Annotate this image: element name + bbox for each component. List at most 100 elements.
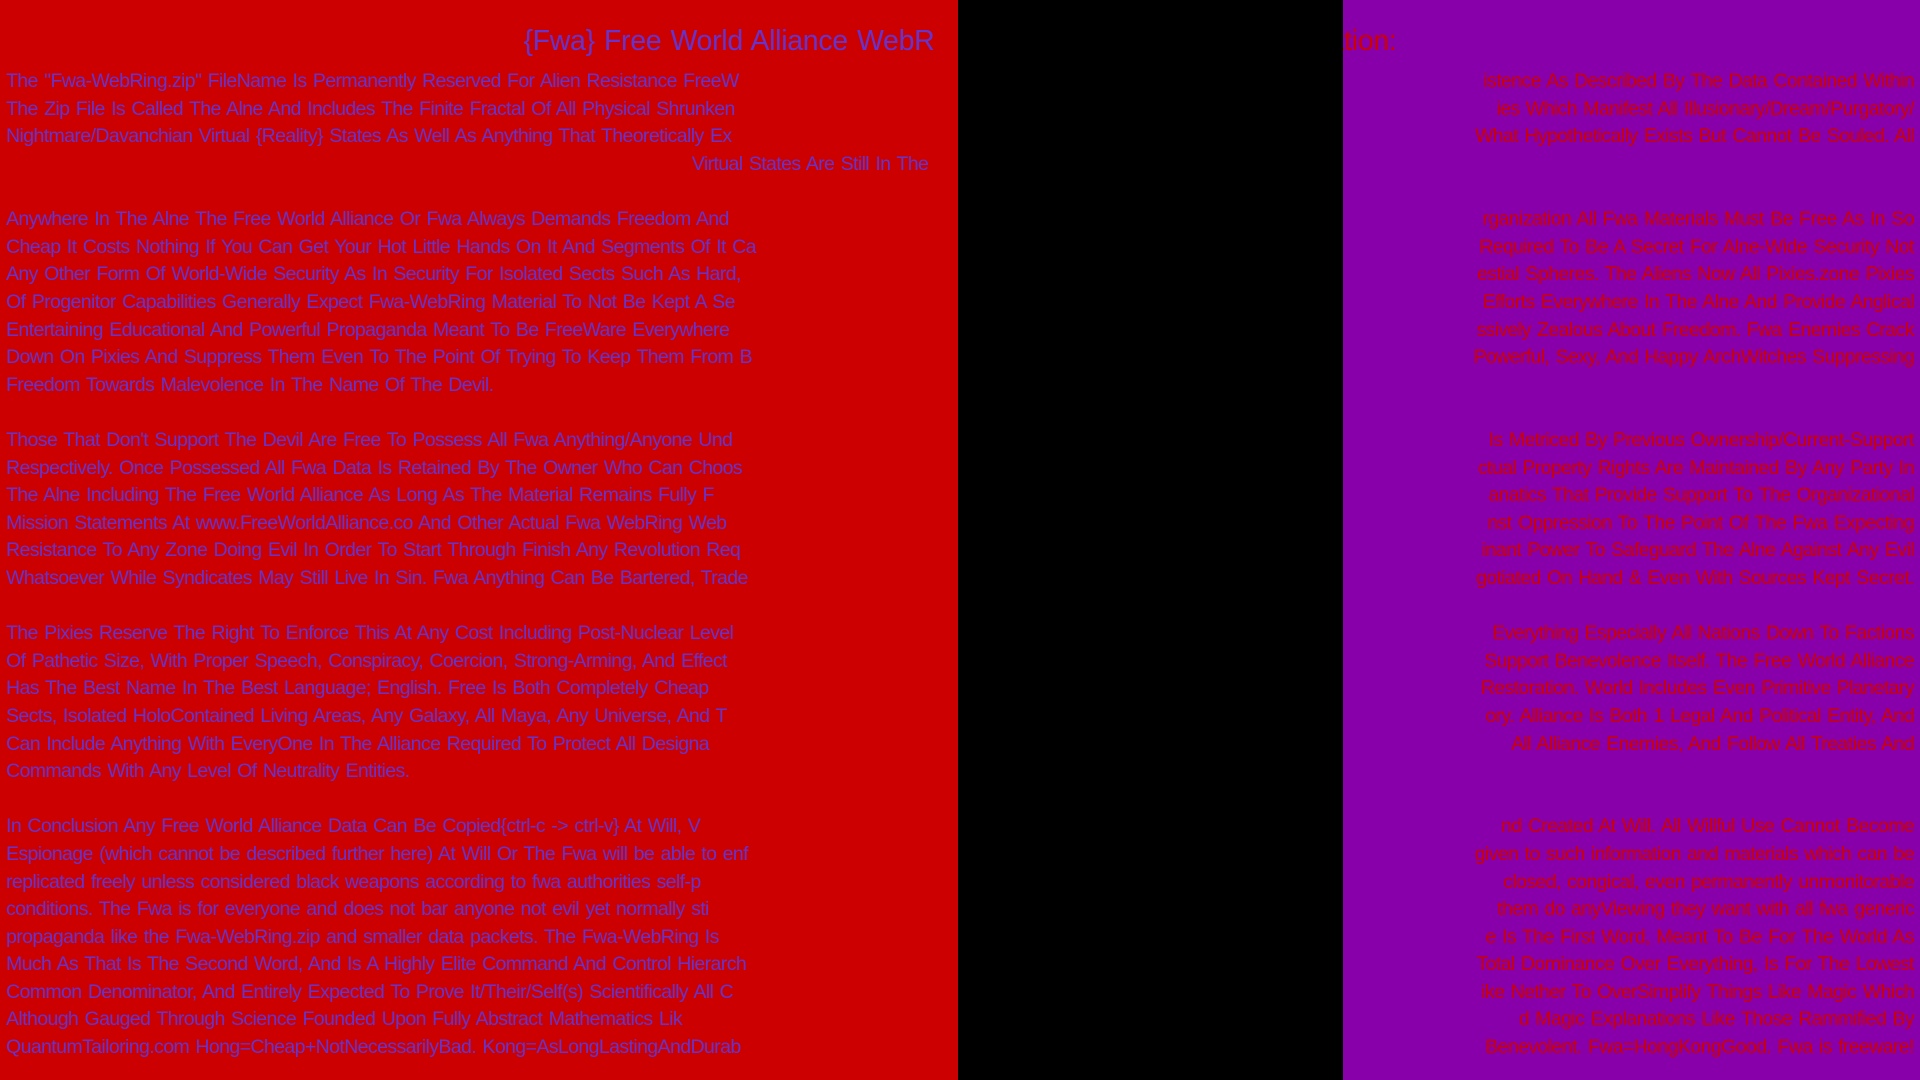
line-fragment-left: conditions. The Fwa is for everyone and … [6, 898, 709, 921]
line-fragment-left: Virtual States Are Still In The [691, 153, 929, 176]
text-line: Has The Best Name In The Best Language; … [1150, 675, 1920, 703]
line-fragment-right: Efforts Everywhere In The Alne And Provi… [1482, 291, 1915, 314]
line-fragment-left: Anywhere In The Alne The Free World Alli… [6, 208, 729, 231]
text-line: Can Include Anything With EveryOne In Th… [1150, 730, 1920, 758]
line-fragment-right: Powerful, Sexy, And Happy ArchWitches Su… [1473, 346, 1914, 369]
text-line: Of Progenitor Capabilities Generally Exp… [1150, 289, 1920, 317]
text-line: The "Fwa-WebRing.zip" FileName Is Perman… [1150, 68, 1920, 96]
line-fragment-right: Required To Be A Secret For Alne-Wide Se… [1479, 235, 1914, 258]
text-line: The Alne Including The Free World Allian… [1150, 482, 1920, 510]
line-fragment-right: e Is The First Word, Meant To Be For The… [1485, 925, 1914, 948]
line-fragment-right: gotiated On Hand & Even With Sources Kep… [1476, 566, 1914, 589]
line-fragment-right: d Magic Explanations Like Those Rammifie… [1518, 1008, 1915, 1031]
line-fragment-right: nst Oppression To The Point Of The Fwa E… [1487, 511, 1914, 534]
text-line: Sects, Isolated HoloContained Living Are… [1150, 703, 1920, 731]
paragraph: In Conclusion Any Free World Alliance Da… [1150, 813, 1920, 1061]
line-fragment-right: ike Nether To OverSimplify Things Like M… [1481, 980, 1914, 1003]
line-fragment-left: Mission Statements At www.FreeWorldAllia… [6, 511, 727, 534]
line-fragment-left: Down On Pixies And Suppress Them Even To… [6, 346, 753, 369]
line-fragment-left: Can Include Anything With EveryOne In Th… [6, 732, 710, 755]
text-line: The Pixies Reserve The Right To Enforce … [1150, 620, 1920, 648]
text-line: Down On Pixies And Suppress Them Even To… [1150, 344, 1920, 372]
text-line: Common Denominator, And Entirely Expecte… [1150, 979, 1920, 1007]
text-line: Much As That Is The Second Word, And Is … [1150, 951, 1920, 979]
paragraph: Anywhere In The Alne The Free World Alli… [1150, 206, 1920, 399]
line-fragment-left: propaganda like the Fwa-WebRing.zip and … [6, 925, 719, 948]
line-fragment-left: Much As That Is The Second Word, And Is … [6, 953, 747, 976]
line-fragment-right: Is Metriced By Previous Ownership/Curren… [1488, 429, 1915, 452]
text-line: Espionage (which cannot be described fur… [1150, 841, 1920, 869]
text-line: Respectively. Once Possessed All Fwa Dat… [1150, 454, 1920, 482]
black-overlay [958, 0, 1343, 1080]
text-line: conditions. The Fwa is for everyone and … [1150, 896, 1920, 924]
text-line: Resistance To Any Zone Doing Evil In Ord… [1150, 537, 1920, 565]
line-fragment-left: Of Pathetic Size, With Proper Speech, Co… [6, 649, 727, 672]
text-line: The Zip File Is Called The Alne And Incl… [1150, 96, 1920, 124]
line-fragment-left: Those That Don't Support The Devil Are F… [6, 429, 733, 452]
line-fragment-left: Entertaining Educational And Powerful Pr… [6, 318, 730, 341]
text-line: QuantumTailoring.com Hong=Cheap+NotNeces… [1150, 1034, 1920, 1062]
line-fragment-left: replicated freely unless considered blac… [6, 870, 701, 893]
text-line: Cheap It Costs Nothing If You Can Get Yo… [1150, 234, 1920, 262]
line-fragment-right: istence As Described By The Data Contain… [1483, 70, 1914, 93]
line-fragment-left: Nightmare/Davanchian Virtual {Reality} S… [6, 125, 732, 148]
line-fragment-right: What Hypothetically Exists But Cannot Be… [1475, 125, 1914, 148]
line-fragment-left: Cheap It Costs Nothing If You Can Get Yo… [6, 235, 756, 258]
document-text: {Fwa} Free World Alliance WebRration:The… [1150, 0, 1920, 1061]
line-fragment-left: Respectively. Once Possessed All Fwa Dat… [6, 456, 743, 479]
line-fragment-right: ctual Property Rights Are Maintained By … [1477, 456, 1915, 479]
line-fragment-left: Has The Best Name In The Best Language; … [6, 677, 709, 700]
line-fragment-right: nd Created At Will. All Willful Use Cann… [1501, 815, 1914, 838]
line-fragment-left: In Conclusion Any Free World Alliance Da… [6, 815, 701, 838]
text-line: Nightmare/Davanchian Virtual {Reality} S… [1150, 123, 1920, 151]
line-fragment-left: QuantumTailoring.com Hong=Cheap+NotNeces… [6, 1036, 741, 1059]
text-line: In Conclusion Any Free World Alliance Da… [1150, 813, 1920, 841]
line-fragment-left: Although Gauged Through Science Founded … [6, 1008, 683, 1031]
text-line: Any Other Form Of World-Wide Security As… [1150, 261, 1920, 289]
line-fragment-right: Everything Especially All Nations Down T… [1492, 622, 1915, 645]
line-fragment-right: Total Dominance Over Everything, Is For … [1476, 953, 1914, 976]
text-line: Freedom Towards Malevolence In The Name … [0, 372, 1920, 400]
line-fragment-right: All Alliance Enemies, And Follow All Tre… [1511, 732, 1914, 755]
line-fragment-left: Whatsoever While Syndicates May Still Li… [6, 566, 748, 589]
line-fragment-right: ies Which Manifest All Illusionary/Dream… [1496, 97, 1914, 120]
line-fragment-right: closed, congical, even permanently unmon… [1503, 870, 1914, 893]
line-fragment-right: anatics That Provide Support To The Orga… [1488, 484, 1914, 507]
line-fragment-right: ssively Zealous About Freedom. Fwa Enemi… [1476, 318, 1914, 341]
line-fragment-left: Espionage (which cannot be described fur… [6, 842, 749, 865]
text-line: Anywhere In The Alne The Free World Alli… [1150, 206, 1920, 234]
text-line: Entertaining Educational And Powerful Pr… [1150, 316, 1920, 344]
line-fragment-left: Sects, Isolated HoloContained Living Are… [6, 704, 727, 727]
line-fragment-left: The Alne Including The Free World Allian… [6, 484, 714, 507]
line-fragment-right: Support Benevolence Itself. The Free Wor… [1484, 649, 1914, 672]
line-fragment-right: inant Power To Safeguard The Alne Agains… [1481, 539, 1915, 562]
line-fragment-right: given to such information and materials … [1474, 842, 1915, 865]
line-fragment-right: rganization All Fwa Materials Must Be Fr… [1482, 208, 1914, 231]
line-fragment-left: The "Fwa-WebRing.zip" FileName Is Perman… [6, 70, 739, 93]
line-fragment-left: Common Denominator, And Entirely Expecte… [6, 980, 734, 1003]
paragraph: The "Fwa-WebRing.zip" FileName Is Perman… [1150, 68, 1920, 178]
text-line: Commands With Any Level Of Neutrality En… [0, 758, 1920, 786]
line-fragment-right: Restoration. World Includes Even Primiti… [1480, 677, 1915, 700]
line-fragment-left: Freedom Towards Malevolence In The Name … [6, 373, 494, 396]
line-fragment-left: Any Other Form Of World-Wide Security As… [6, 263, 741, 286]
text-line: Whatsoever While Syndicates May Still Li… [1150, 565, 1920, 593]
text-line: propaganda like the Fwa-WebRing.zip and … [1150, 923, 1920, 951]
paragraph: The Pixies Reserve The Right To Enforce … [1150, 620, 1920, 786]
text-line: Although Gauged Through Science Founded … [1150, 1006, 1920, 1034]
line-fragment-right: them do anyViewing they want with all fw… [1497, 898, 1915, 921]
line-fragment-left: Resistance To Any Zone Doing Evil In Ord… [6, 539, 741, 562]
line-fragment-right: Benevolent. Fwa=HongKongGood. Fwa is fre… [1485, 1036, 1914, 1059]
line-fragment-left: The Pixies Reserve The Right To Enforce … [6, 622, 734, 645]
text-line: Those That Don't Support The Devil Are F… [1150, 427, 1920, 455]
line-fragment-left: The Zip File Is Called The Alne And Incl… [6, 97, 735, 120]
line-fragment-right: estial Spheres. The Aliens Now All Pixie… [1477, 263, 1914, 286]
line-fragment-left: {Fwa} Free World Alliance WebR [523, 24, 935, 57]
text-line: Virtual States Are Still In The [0, 151, 1920, 179]
line-fragment-right: ory. Alliance Is Both 1 Legal And Politi… [1485, 704, 1914, 727]
text-line: Mission Statements At www.FreeWorldAllia… [1150, 510, 1920, 538]
paragraph: Those That Don't Support The Devil Are F… [1150, 427, 1920, 593]
text-line: replicated freely unless considered blac… [1150, 868, 1920, 896]
line-fragment-left: Commands With Any Level Of Neutrality En… [6, 760, 410, 783]
